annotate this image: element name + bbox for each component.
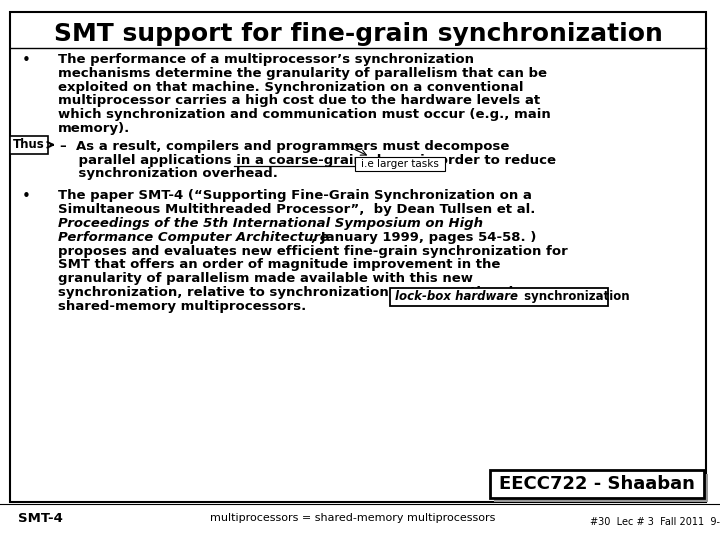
Bar [390, 288, 608, 306]
Text: which synchronization and communication must occur (e.g., main: which synchronization and communication … [58, 108, 551, 121]
Text: –  As a result, compilers and programmers must decompose: – As a result, compilers and programmers… [60, 140, 509, 153]
Text: multiprocessor carries a high cost due to the hardware levels at: multiprocessor carries a high cost due t… [58, 94, 540, 107]
Text: synchronization overhead.: synchronization overhead. [60, 167, 278, 180]
Text: granularity of parallelism made available with this new: granularity of parallelism made availabl… [58, 272, 473, 285]
Text: i.e larger tasks: i.e larger tasks [361, 159, 439, 169]
Text: SMT support for fine-grain synchronization: SMT support for fine-grain synchronizati… [53, 22, 662, 46]
Text: #30  Lec # 3  Fall 2011  9-7-2011: #30 Lec # 3 Fall 2011 9-7-2011 [590, 517, 720, 527]
Text: multiprocessors = shared-memory multiprocessors: multiprocessors = shared-memory multipro… [210, 513, 495, 523]
Text: lock-box hardware: lock-box hardware [395, 290, 518, 303]
Bar [355, 157, 445, 171]
Text: memory).: memory). [58, 122, 130, 135]
Text: synchronization, relative to synchronization on conventional: synchronization, relative to synchroniza… [58, 286, 513, 299]
Bar [490, 470, 704, 498]
Text: mechanisms determine the granularity of parallelism that can be: mechanisms determine the granularity of … [58, 67, 547, 80]
Text: •: • [22, 53, 31, 68]
Text: shared-memory multiprocessors.: shared-memory multiprocessors. [58, 300, 306, 313]
Text: synchronization: synchronization [520, 290, 629, 303]
Text: parallel applications in a coarse-grained way in order to reduce: parallel applications in a coarse-graine… [60, 153, 556, 167]
Text: Simultaneous Multithreaded Processor”,  by Dean Tullsen et al.: Simultaneous Multithreaded Processor”, b… [58, 203, 536, 216]
Text: Thus: Thus [13, 138, 45, 151]
Bar [10, 136, 48, 154]
Text: , January 1999, pages 54-58. ): , January 1999, pages 54-58. ) [311, 231, 536, 244]
Text: Performance Computer Architecture: Performance Computer Architecture [58, 231, 329, 244]
Text: The performance of a multiprocessor’s synchronization: The performance of a multiprocessor’s sy… [58, 53, 474, 66]
Text: EECC722 - Shaaban: EECC722 - Shaaban [499, 475, 695, 493]
Text: exploited on that machine. Synchronization on a conventional: exploited on that machine. Synchronizati… [58, 80, 523, 93]
Text: SMT-4: SMT-4 [18, 511, 63, 524]
Text: The paper SMT-4 (“Supporting Fine-Grain Synchronization on a: The paper SMT-4 (“Supporting Fine-Grain … [58, 190, 532, 202]
Text: proposes and evaluates new efficient fine-grain synchronization for: proposes and evaluates new efficient fin… [58, 245, 568, 258]
Text: •: • [22, 190, 31, 204]
Bar [494, 474, 708, 502]
Text: Proceedings of the 5th International Symposium on High: Proceedings of the 5th International Sym… [58, 217, 483, 230]
Text: SMT that offers an order of magnitude improvement in the: SMT that offers an order of magnitude im… [58, 258, 500, 271]
